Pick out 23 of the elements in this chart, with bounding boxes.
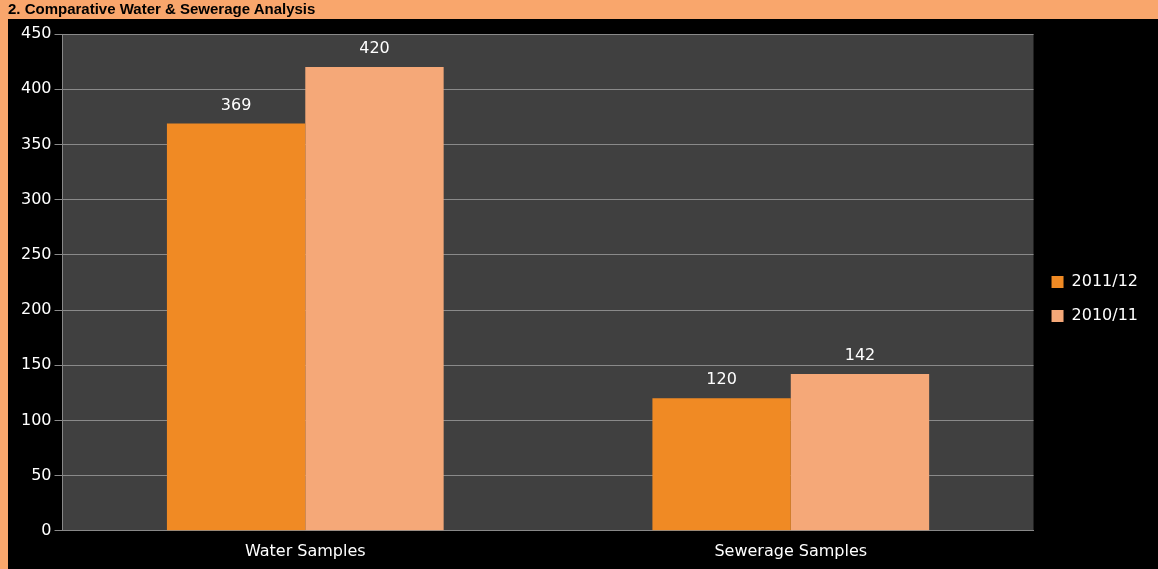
x-tick-label: Water Samples	[244, 540, 366, 560]
y-tick-label: 200	[20, 299, 52, 319]
y-tick-label: 150	[20, 354, 52, 374]
bar	[166, 123, 306, 531]
legend-label: 2010/11	[1071, 305, 1138, 325]
data-label: 142	[844, 345, 876, 365]
bar	[305, 67, 444, 531]
data-label: 420	[359, 38, 390, 58]
y-tick-label: 300	[20, 188, 52, 208]
y-tick-label: 350	[20, 133, 52, 153]
data-label: 120	[706, 369, 737, 389]
data-label: 369	[220, 94, 252, 114]
y-tick-label: 100	[20, 409, 52, 429]
chart-title: 2. Comparative Water & Sewerage Analysis	[8, 0, 316, 18]
y-tick-label: 250	[20, 243, 52, 263]
y-tick-label: 400	[20, 78, 52, 98]
x-tick-label: Sewerage Samples	[714, 540, 868, 560]
y-tick-label: 50	[31, 464, 52, 484]
bar	[652, 398, 791, 531]
y-tick-label: 0	[41, 519, 52, 539]
y-tick-label: 450	[20, 23, 52, 43]
legend-label: 2011/12	[1071, 271, 1138, 291]
bar	[790, 374, 930, 531]
